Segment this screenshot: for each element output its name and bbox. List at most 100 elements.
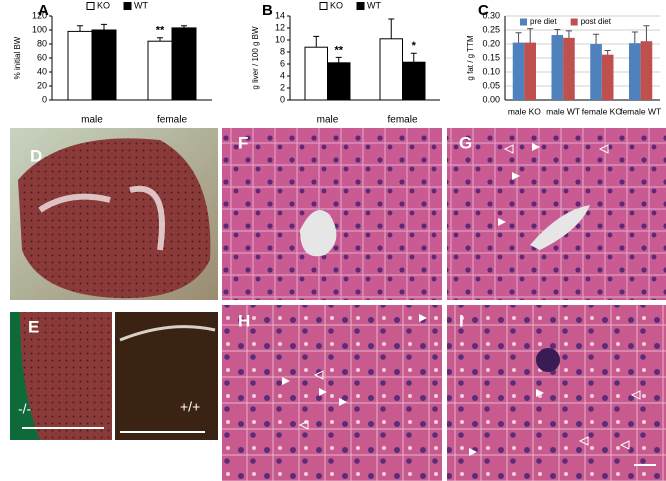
y-tick-label: 10 xyxy=(275,34,285,44)
open-arrow-marker xyxy=(598,144,609,154)
bar xyxy=(601,54,614,100)
legend-swatch xyxy=(570,18,578,26)
panel-label: G xyxy=(459,133,472,152)
x-tick-label: male xyxy=(317,115,339,126)
y-tick-label: 4 xyxy=(280,70,285,80)
error-bar xyxy=(77,25,83,32)
error-bar xyxy=(157,37,163,42)
genotype-label: +/+ xyxy=(180,399,200,415)
panel-label: C xyxy=(478,2,489,19)
panel-label: B xyxy=(262,2,273,19)
bar xyxy=(563,37,575,100)
bar xyxy=(629,43,641,100)
annotation: * xyxy=(412,40,417,52)
panel-label: H xyxy=(238,311,250,330)
bar xyxy=(551,35,564,100)
y-tick-label: 0 xyxy=(42,94,47,104)
y-tick-label: 100 xyxy=(32,24,47,34)
arrow-marker xyxy=(498,218,506,226)
legend-label: pre diet xyxy=(530,17,557,26)
error-bar xyxy=(313,35,320,48)
open-arrow-marker xyxy=(630,390,641,400)
arrow-marker xyxy=(536,389,544,397)
error-bar xyxy=(631,31,638,44)
bar xyxy=(91,29,117,101)
open-arrow-marker xyxy=(619,440,630,450)
y-tick-label: 2 xyxy=(280,82,285,92)
open-arrow-marker xyxy=(298,420,309,430)
annotation: ** xyxy=(334,44,343,56)
y-tick-label: 120 xyxy=(32,10,47,20)
panel-label: A xyxy=(38,2,49,19)
arrow-marker xyxy=(319,388,327,396)
x-tick-label: female KO xyxy=(582,106,623,116)
y-tick-label: 0.30 xyxy=(482,10,500,20)
bar xyxy=(524,42,536,100)
bar xyxy=(304,46,328,101)
y-tick-label: 0.20 xyxy=(482,38,500,48)
x-tick-label: male WT xyxy=(546,106,580,116)
arrow-marker xyxy=(282,377,290,385)
x-tick-label: female xyxy=(387,115,417,126)
y-tick-label: 0 xyxy=(280,94,285,104)
error-bar xyxy=(604,49,611,55)
bar xyxy=(327,62,351,101)
open-arrow-marker xyxy=(578,436,589,446)
y-tick-label: 80 xyxy=(37,38,47,48)
panel-label: F xyxy=(238,133,248,152)
y-tick-label: 0.05 xyxy=(482,80,500,90)
error-bar xyxy=(565,30,572,38)
y-axis-label: g fat / g TTM xyxy=(466,35,475,81)
error-bar xyxy=(388,18,395,39)
bar xyxy=(512,42,525,100)
arrow-marker xyxy=(419,314,427,322)
error-bar xyxy=(527,28,534,43)
error-bar xyxy=(643,25,650,42)
y-tick-label: 0.25 xyxy=(482,24,500,34)
y-tick-label: 40 xyxy=(37,66,47,76)
legend-swatch xyxy=(319,2,328,10)
y-axis-label: % initial BW xyxy=(13,36,22,79)
y-tick-label: 0.15 xyxy=(482,52,500,62)
x-tick-label: female xyxy=(157,115,187,126)
legend-label: WT xyxy=(134,0,148,10)
y-tick-label: 60 xyxy=(37,52,47,62)
x-tick-label: female WT xyxy=(620,106,661,116)
y-tick-label: 12 xyxy=(275,22,285,32)
bar xyxy=(67,30,93,101)
arrow-marker xyxy=(532,143,540,151)
y-tick-label: 0.00 xyxy=(482,94,500,104)
legend-swatch xyxy=(123,2,132,10)
histology: F G H I xyxy=(222,128,666,481)
annotation: ** xyxy=(156,25,165,37)
bar xyxy=(590,44,602,100)
legend-swatch xyxy=(520,18,527,26)
arrow-marker xyxy=(512,172,520,180)
legend-label: KO xyxy=(97,0,110,10)
panel-label: E xyxy=(28,317,39,336)
error-bar xyxy=(593,33,600,44)
y-tick-label: 6 xyxy=(280,58,285,68)
photo-e: E -/- +/+ xyxy=(10,312,218,440)
genotype-label: -/- xyxy=(18,401,32,417)
legend-label: post diet xyxy=(581,17,612,26)
y-tick-label: 14 xyxy=(275,10,285,20)
error-bar xyxy=(410,52,417,63)
error-bar xyxy=(181,25,187,28)
legend-swatch xyxy=(356,2,365,10)
error-bar xyxy=(335,56,342,63)
bar xyxy=(147,40,173,101)
y-tick-label: 20 xyxy=(37,80,47,90)
y-tick-label: 0.10 xyxy=(482,66,500,76)
y-tick-label: 8 xyxy=(280,46,285,56)
open-arrow-marker xyxy=(503,144,514,154)
x-tick-label: male KO xyxy=(508,106,541,116)
bar xyxy=(379,38,403,101)
error-bar xyxy=(554,28,561,36)
legend-label: WT xyxy=(367,0,381,10)
x-tick-label: male xyxy=(81,115,103,126)
legend-label: KO xyxy=(330,0,343,10)
legend-swatch xyxy=(86,2,95,10)
panel-label: I xyxy=(459,311,464,330)
